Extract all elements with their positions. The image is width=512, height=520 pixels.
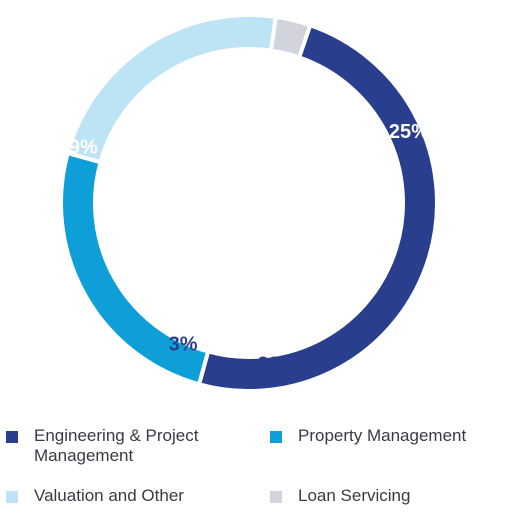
legend-label-engineering: Engineering & Project Management — [34, 426, 199, 465]
label-engineering: 49% — [58, 136, 98, 158]
legend-label-property: Property Management — [298, 426, 467, 445]
label-loan: 3% — [169, 333, 198, 355]
legend-swatch-loan — [270, 491, 282, 503]
slice-engineering — [196, 22, 439, 393]
label-property: 25% — [389, 121, 429, 143]
legend-item-property: Property Management — [270, 426, 510, 446]
legend-item-engineering: Engineering & Project Management — [6, 426, 226, 466]
legend-swatch-property — [270, 431, 282, 443]
label-valuation: 23% — [257, 354, 297, 376]
legend-label-valuation: Valuation and Other — [34, 486, 184, 505]
slice-valuation — [65, 13, 279, 165]
legend-item-valuation: Valuation and Other — [6, 486, 246, 506]
legend-swatch-valuation — [6, 491, 18, 503]
legend-item-loan: Loan Servicing — [270, 486, 510, 506]
legend-label-loan: Loan Servicing — [298, 486, 411, 505]
slice-loan — [268, 14, 313, 60]
donut-chart: 49% 25% 23% 3% — [58, 13, 439, 393]
legend-swatch-engineering — [6, 431, 18, 443]
